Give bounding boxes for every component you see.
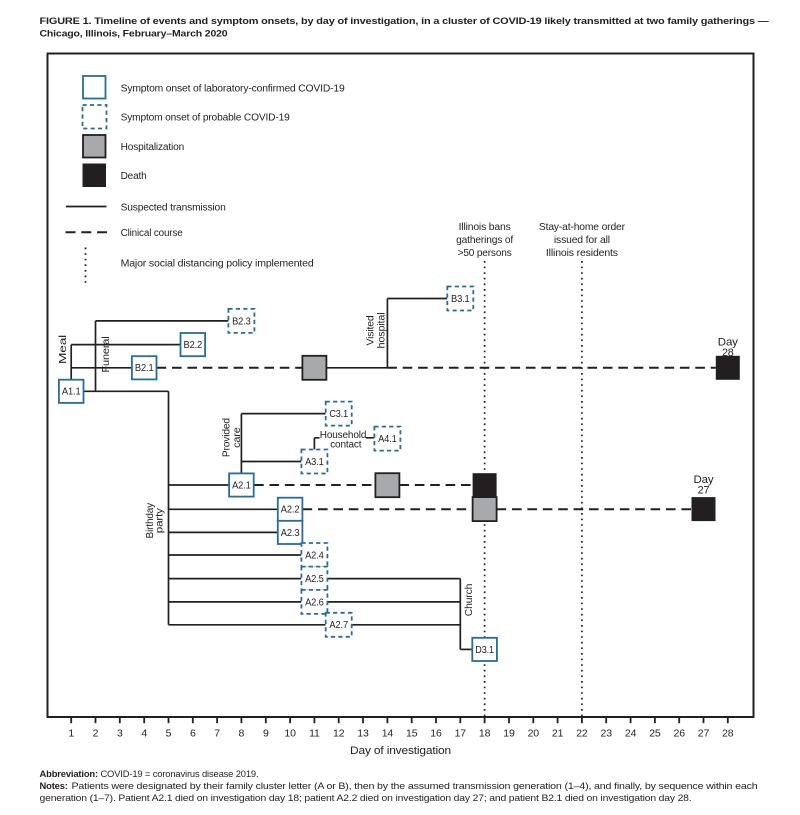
svg-text:5: 5 [166, 728, 172, 740]
svg-text:B3.1: B3.1 [451, 294, 470, 305]
svg-text:23: 23 [601, 728, 613, 740]
svg-text:3: 3 [117, 728, 123, 740]
svg-text:B2.1: B2.1 [135, 363, 154, 374]
svg-text:Death: Death [121, 171, 147, 182]
svg-text:16: 16 [430, 728, 442, 740]
svg-text:28: 28 [722, 347, 734, 359]
svg-text:Visited: Visited [366, 316, 377, 346]
svg-text:A4.1: A4.1 [378, 434, 397, 445]
svg-text:A2.2: A2.2 [281, 505, 300, 516]
svg-text:27: 27 [698, 485, 710, 497]
svg-text:Meal: Meal [58, 335, 69, 364]
svg-text:17: 17 [455, 728, 467, 740]
svg-text:Day: Day [718, 336, 739, 348]
svg-text:26: 26 [674, 728, 686, 740]
svg-text:Chicago, Illinois, February–Ma: Chicago, Illinois, February–March 2020 [40, 29, 228, 40]
svg-text:gatherings of: gatherings of [456, 235, 513, 246]
svg-text:Symptom onset of laboratory-co: Symptom onset of laboratory-confirmed CO… [121, 84, 345, 95]
svg-text:Hospitalization: Hospitalization [121, 142, 185, 153]
svg-text:Birthday: Birthday [145, 503, 156, 539]
svg-text:13: 13 [357, 728, 369, 740]
svg-text:care: care [232, 427, 243, 448]
svg-text:generation (1–7). Patient A2.1: generation (1–7). Patient A2.1 died on i… [40, 792, 692, 803]
svg-text:B2.2: B2.2 [184, 340, 203, 351]
svg-text:A2.3: A2.3 [281, 528, 300, 539]
svg-text:12: 12 [333, 728, 345, 740]
svg-text:FIGURE 1. Timeline of events a: FIGURE 1. Timeline of events and symptom… [40, 16, 770, 27]
svg-text:11: 11 [309, 728, 320, 740]
svg-text:Patients were designated by th: Patients were designated by their family… [72, 780, 758, 791]
svg-text:A1.1: A1.1 [62, 387, 81, 398]
svg-text:Symptom onset of probable COVI: Symptom onset of probable COVID-19 [121, 113, 290, 124]
svg-text:A2.7: A2.7 [329, 620, 348, 631]
svg-text:C3.1: C3.1 [329, 409, 348, 420]
svg-text:Funeral: Funeral [101, 337, 112, 373]
svg-text:A2.6: A2.6 [305, 597, 324, 608]
svg-text:Notes:: Notes: [40, 780, 68, 791]
svg-text:B2.3: B2.3 [232, 316, 251, 327]
svg-text:Illinois residents: Illinois residents [546, 248, 618, 259]
svg-text:7: 7 [214, 728, 220, 740]
svg-text:>50 persons: >50 persons [458, 248, 512, 259]
svg-text:19: 19 [503, 728, 515, 740]
svg-text:Day: Day [694, 474, 715, 486]
svg-text:Day of investigation: Day of investigation [350, 745, 451, 757]
svg-text:Church: Church [464, 584, 475, 617]
svg-text:28: 28 [722, 728, 734, 740]
svg-text:Clinical course: Clinical course [121, 228, 183, 239]
svg-text:hospital: hospital [377, 313, 388, 349]
svg-text:8: 8 [239, 728, 245, 740]
svg-text:22: 22 [576, 728, 588, 740]
svg-text:Abbreviation: COVID-19 = coron: Abbreviation: COVID-19 = coronavirus dis… [40, 768, 259, 779]
svg-text:27: 27 [698, 728, 710, 740]
svg-text:10: 10 [284, 728, 296, 740]
svg-text:Suspected transmission: Suspected transmission [121, 202, 226, 213]
svg-text:21: 21 [552, 728, 564, 740]
svg-text:4: 4 [141, 728, 147, 740]
svg-text:Stay-at-home order: Stay-at-home order [539, 222, 626, 233]
svg-text:1: 1 [68, 728, 74, 740]
svg-text:A3.1: A3.1 [305, 457, 324, 468]
svg-text:issued for all: issued for all [554, 235, 610, 246]
svg-text:25: 25 [649, 728, 661, 740]
svg-text:15: 15 [406, 728, 418, 740]
svg-text:Household: Household [320, 430, 366, 441]
svg-text:6: 6 [190, 728, 196, 740]
svg-text:Illinois bans: Illinois bans [459, 222, 511, 233]
svg-text:24: 24 [625, 728, 637, 740]
svg-text:contact: contact [330, 440, 362, 451]
svg-text:9: 9 [263, 728, 269, 740]
svg-text:2: 2 [93, 728, 99, 740]
svg-text:18: 18 [479, 728, 491, 740]
svg-text:A2.4: A2.4 [305, 550, 324, 561]
svg-text:Major social distancing policy: Major social distancing policy implement… [121, 258, 314, 269]
svg-text:A2.5: A2.5 [305, 574, 324, 585]
svg-text:14: 14 [382, 728, 394, 740]
svg-text:party: party [154, 508, 165, 533]
svg-text:D3.1: D3.1 [475, 645, 494, 656]
svg-text:20: 20 [528, 728, 540, 740]
svg-text:Provided: Provided [221, 418, 232, 457]
svg-text:A2.1: A2.1 [232, 480, 251, 491]
